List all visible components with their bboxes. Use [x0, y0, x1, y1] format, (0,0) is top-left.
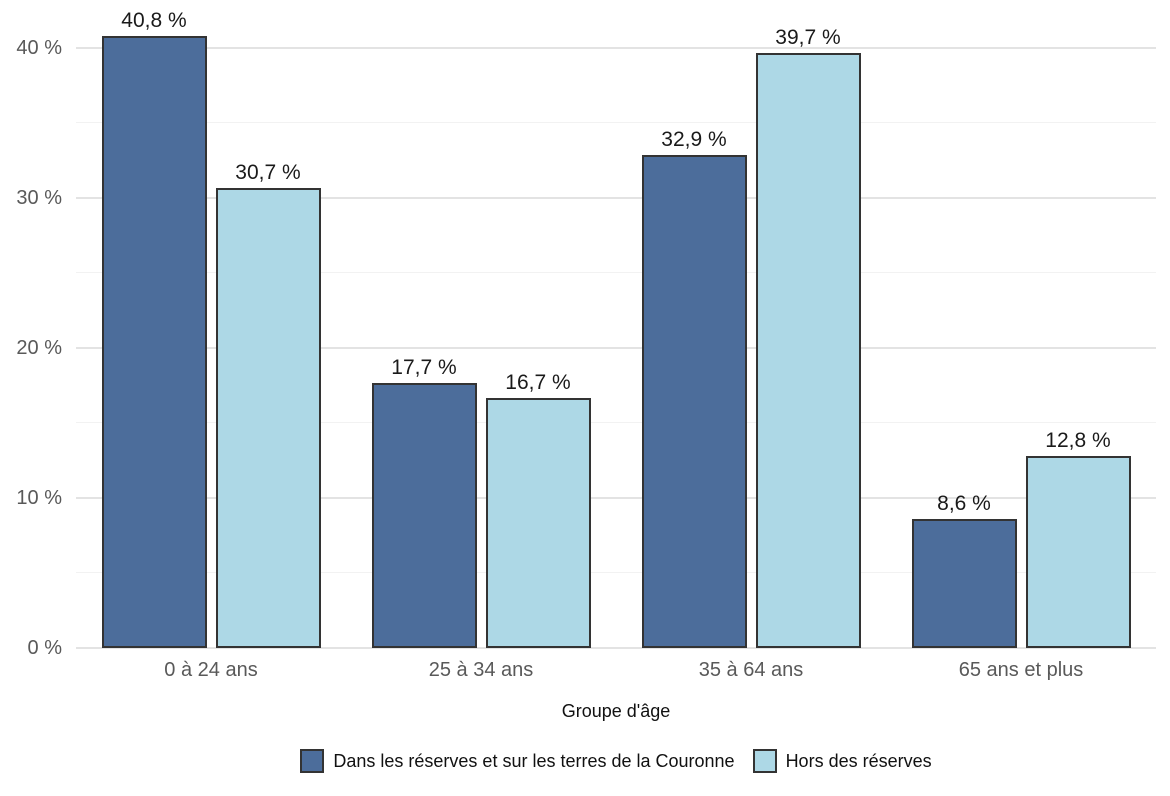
legend-label-off-reserve: Hors des réserves [785, 750, 932, 771]
gridline-minor [76, 122, 1156, 123]
bar-value-label: 40,8 % [121, 9, 187, 32]
y-axis-tick-label: 0 % [27, 637, 62, 659]
legend-swatch-dark-blue [300, 749, 325, 773]
y-axis-tick-label: 20 % [16, 337, 62, 359]
gridline-minor [76, 572, 1156, 573]
x-axis-title: Groupe d'âge [561, 701, 671, 721]
bar: 8,6 % [911, 492, 1017, 648]
bar-value-label: 32,9 % [661, 127, 727, 151]
bar-value-label: 16,7 % [505, 370, 571, 394]
bar-value-label: 8,6 % [937, 492, 991, 515]
bar: 32,9 % [641, 128, 747, 648]
bar-value-label: 17,7 % [391, 355, 457, 379]
x-axis: 0 à 24 ans 25 à 34 ans 35 à 64 ans 65 ans e… [76, 659, 1156, 682]
bar-group: 40,8 % 30,7 % [76, 0, 346, 648]
gridline-major [76, 197, 1156, 199]
bar: 39,7 % [755, 26, 861, 648]
y-axis-tick-label: 10 % [16, 487, 62, 509]
x-axis-tick-label: 25 à 34 ans [428, 659, 534, 681]
gridline-major [76, 497, 1156, 499]
bar-group: 8,6 % 12,8 % [886, 0, 1156, 648]
legend: Dans les réserves et sur les terres de l… [76, 749, 1156, 773]
legend-entry-off-reserve: Hors des réserves [752, 749, 932, 773]
gridline-minor [76, 422, 1156, 423]
bar-group: 32,9 % 39,7 % [616, 0, 886, 648]
bar-groups: 40,8 % 30,7 % 17,7 % 16,7 % 32,9 % 39,7 % 8,6 … [76, 0, 1156, 648]
bar: 12,8 % [1025, 429, 1131, 648]
legend-label-on-reserve: Dans les réserves et sur les terres de l… [333, 750, 735, 771]
gridline-minor [76, 272, 1156, 273]
bar: 40,8 % [101, 9, 207, 648]
bar: 30,7 % [215, 161, 321, 648]
legend-swatch-light-blue [752, 749, 777, 773]
x-axis-tick-label: 65 ans et plus [958, 659, 1084, 681]
bar-value-label: 12,8 % [1045, 429, 1111, 452]
x-axis-tick-label: 0 à 24 ans [164, 659, 258, 681]
gridline-major [76, 647, 1156, 649]
gridline-major [76, 47, 1156, 49]
legend-entry-on-reserve: Dans les réserves et sur les terres de l… [300, 749, 735, 773]
bar-value-label: 30,7 % [235, 160, 301, 184]
x-axis-tick-label: 35 à 64 ans [698, 659, 804, 681]
bar-group: 17,7 % 16,7 % [346, 0, 616, 648]
bar-value-label: 39,7 % [775, 25, 841, 49]
gridline-major [76, 347, 1156, 349]
bar: 17,7 % [371, 356, 477, 648]
bar: 16,7 % [485, 371, 591, 648]
y-axis-tick-label: 40 % [16, 37, 62, 59]
plot-panel: 40,8 % 30,7 % 17,7 % 16,7 % 32,9 % 39,7 % 8,6 … [76, 0, 1156, 649]
y-axis-tick-label: 30 % [16, 187, 62, 209]
